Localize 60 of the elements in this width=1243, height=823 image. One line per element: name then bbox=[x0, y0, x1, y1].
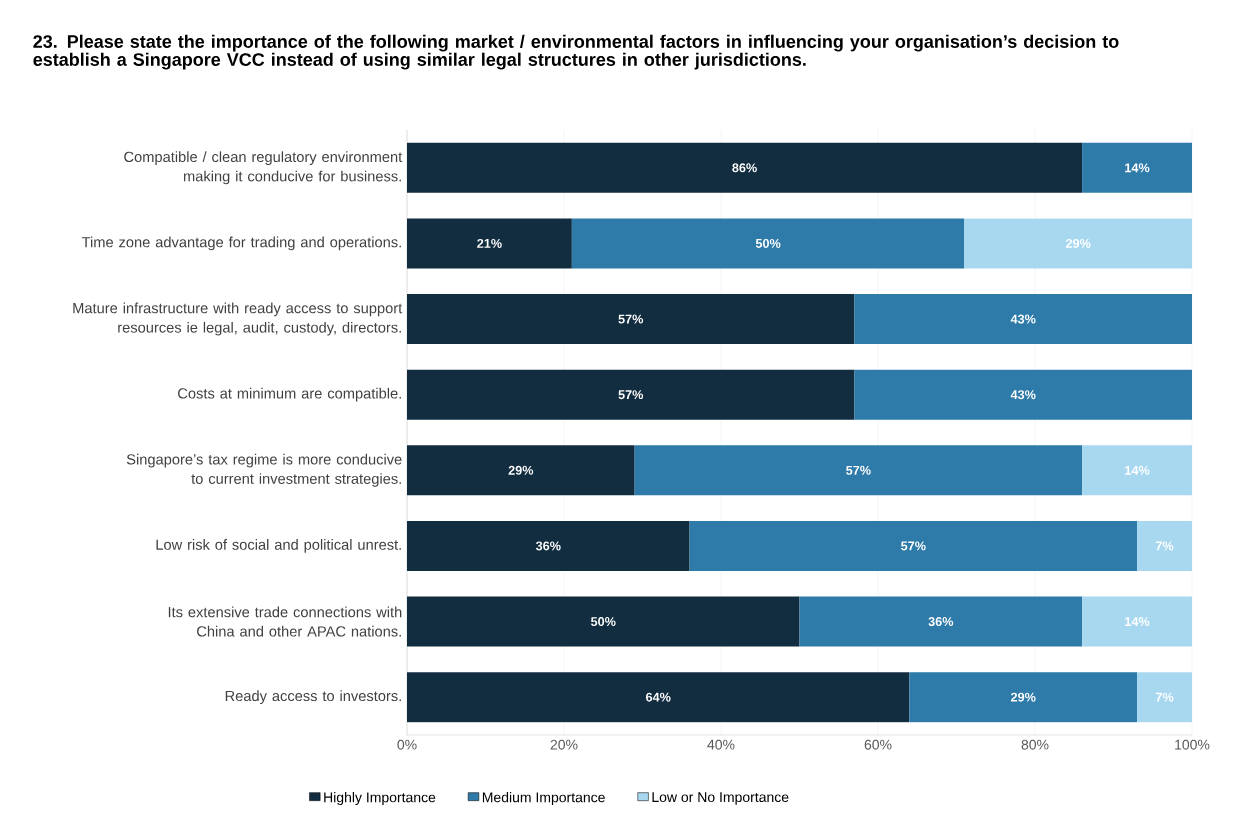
y-tick-label: Compatible / clean regulatory environment making it conducive for business. bbox=[124, 151, 403, 185]
data-label: 14% bbox=[1125, 465, 1150, 475]
data-label: 36% bbox=[535, 541, 561, 551]
data-label: 7% bbox=[1155, 692, 1174, 702]
y-tick-label: Singapore’s tax regime is more conducive to current investment strategies. bbox=[126, 453, 402, 487]
x-tick-label: 60% bbox=[864, 739, 892, 750]
data-label: 57% bbox=[846, 465, 871, 475]
data-label: 36% bbox=[928, 617, 954, 627]
chart-title: 23. Please state the importance of the following market / environmental factors in influencing your organisation’s decision to establish a Singapore VCC instead of using similar legal structures in other jurisdictions. bbox=[33, 34, 1119, 70]
bar bbox=[1082, 596, 1192, 647]
data-label: 43% bbox=[1010, 314, 1036, 324]
data-label: 7% bbox=[1155, 541, 1174, 551]
bar bbox=[571, 218, 965, 269]
bar bbox=[407, 520, 690, 571]
bar bbox=[407, 294, 855, 345]
data-label: 43% bbox=[1010, 390, 1036, 400]
data-label: 86% bbox=[732, 163, 757, 173]
legend-label: Highly Importance bbox=[324, 792, 436, 806]
bar bbox=[689, 520, 1138, 571]
data-label: 57% bbox=[618, 390, 644, 400]
bar bbox=[407, 672, 910, 723]
data-label: 57% bbox=[618, 314, 644, 324]
y-tick-label: Mature infrastructure with ready access to support resources ie legal, audit, custody, directors. bbox=[73, 302, 403, 336]
legend-label: Medium Importance bbox=[482, 792, 605, 806]
data-label: 14% bbox=[1125, 617, 1150, 627]
data-label: 57% bbox=[901, 541, 926, 551]
bar bbox=[407, 218, 572, 269]
x-tick-label: 0% bbox=[397, 739, 417, 750]
x-tick-label: 100% bbox=[1175, 739, 1210, 750]
bar bbox=[854, 294, 1192, 345]
data-label: 29% bbox=[508, 465, 534, 475]
data-label: 50% bbox=[755, 238, 781, 248]
x-tick-label: 80% bbox=[1021, 739, 1049, 750]
y-tick-label: Low risk of social and political unrest. bbox=[156, 539, 401, 553]
bar bbox=[407, 445, 635, 496]
bar bbox=[407, 369, 855, 420]
x-tick-label: 20% bbox=[550, 739, 578, 750]
bar bbox=[909, 672, 1138, 723]
legend-label: Low or No Importance bbox=[652, 792, 789, 805]
bar bbox=[634, 445, 1083, 496]
data-label: 29% bbox=[1065, 238, 1091, 248]
y-tick-label: Time zone advantage for trading and operations. bbox=[81, 236, 401, 251]
bar bbox=[1137, 520, 1192, 571]
y-tick-label: Its extensive trade connections with China and other APAC nations. bbox=[168, 606, 402, 637]
y-tick-label: Costs at minimum are compatible. bbox=[178, 387, 401, 402]
bar bbox=[1137, 672, 1192, 723]
data-label: 64% bbox=[645, 692, 671, 702]
bar bbox=[964, 218, 1192, 269]
y-tick-label: Ready access to investors. bbox=[225, 690, 401, 704]
bar bbox=[1082, 445, 1192, 496]
bar bbox=[854, 369, 1192, 420]
bar bbox=[1082, 142, 1192, 193]
data-label: 50% bbox=[590, 617, 616, 627]
x-tick-label: 40% bbox=[707, 739, 735, 750]
bar bbox=[407, 596, 800, 647]
data-label: 14% bbox=[1125, 163, 1150, 173]
bar bbox=[799, 596, 1083, 647]
data-label: 21% bbox=[477, 238, 502, 248]
bar bbox=[407, 142, 1083, 193]
data-label: 29% bbox=[1010, 692, 1036, 702]
